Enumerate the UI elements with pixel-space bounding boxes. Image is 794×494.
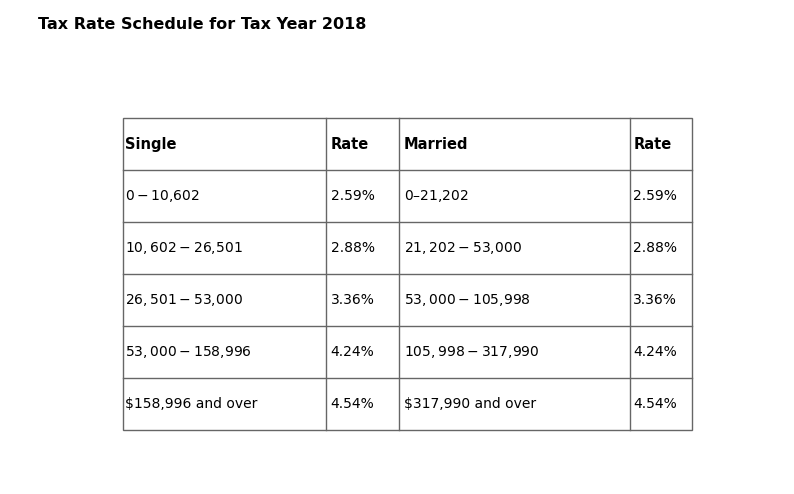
Text: $0 – $21,202: $0 – $21,202 [404,188,468,204]
Text: Single: Single [125,137,176,152]
Text: 4.24%: 4.24% [330,345,375,359]
Text: $53,000 - $105,998: $53,000 - $105,998 [404,292,530,308]
Text: $26,501 - $53,000: $26,501 - $53,000 [125,292,243,308]
Text: 4.54%: 4.54% [330,397,375,411]
Text: 4.54%: 4.54% [634,397,677,411]
Text: Rate: Rate [330,137,369,152]
Text: 4.24%: 4.24% [634,345,677,359]
Text: 3.36%: 3.36% [634,293,677,307]
Text: $0 - $10,602: $0 - $10,602 [125,188,200,204]
Text: $105,998 - $317,990: $105,998 - $317,990 [404,344,539,360]
Text: 3.36%: 3.36% [330,293,375,307]
Text: 2.88%: 2.88% [634,241,677,255]
Bar [122,118,692,430]
Text: $158,996 and over: $158,996 and over [125,397,257,411]
Text: 2.59%: 2.59% [330,189,375,203]
Text: Rate: Rate [634,137,672,152]
Text: $10,602 - $26,501: $10,602 - $26,501 [125,240,243,256]
Text: 2.88%: 2.88% [330,241,375,255]
Text: Tax Rate Schedule for Tax Year 2018: Tax Rate Schedule for Tax Year 2018 [38,17,367,32]
Text: $53,000 - $158,996: $53,000 - $158,996 [125,344,252,360]
Text: $21,202 - $53,000: $21,202 - $53,000 [404,240,522,256]
Text: $317,990 and over: $317,990 and over [404,397,536,411]
Text: Married: Married [404,137,468,152]
Text: 2.59%: 2.59% [634,189,677,203]
